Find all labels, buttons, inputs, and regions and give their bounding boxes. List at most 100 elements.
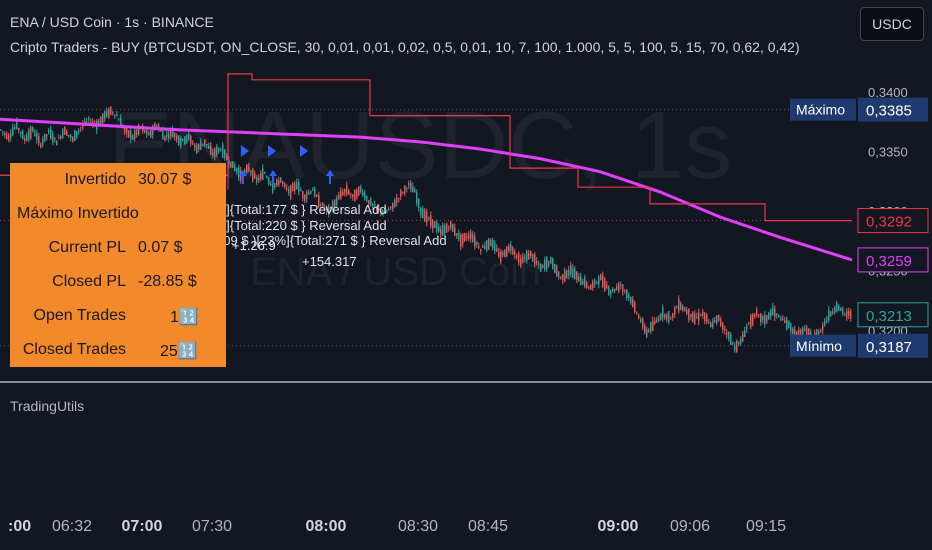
- candle-body: [274, 183, 276, 188]
- candle-body: [840, 307, 842, 310]
- candle-body: [594, 279, 596, 286]
- candle-body: [630, 296, 632, 304]
- candle-body: [808, 328, 810, 338]
- candle-body: [338, 194, 340, 200]
- candle-body: [672, 313, 674, 319]
- time-tick-label[interactable]: 08:30: [398, 518, 438, 535]
- candle-body: [620, 284, 622, 286]
- candle-body: [654, 321, 656, 324]
- candle-body: [160, 130, 162, 132]
- candle-body: [374, 204, 376, 208]
- candle-body: [332, 201, 334, 212]
- candle-body: [134, 130, 136, 139]
- candle-body: [544, 260, 546, 271]
- candle-body: [8, 135, 10, 141]
- candle-body: [178, 135, 180, 145]
- candle-body: [816, 329, 818, 337]
- time-tick-label[interactable]: 09:06: [670, 518, 710, 535]
- candle-body: [590, 285, 592, 290]
- candle-body: [220, 149, 222, 151]
- candle-body: [256, 177, 258, 182]
- candle-body: [836, 302, 838, 312]
- pane-label-tradingutils[interactable]: TradingUtils: [10, 398, 85, 414]
- candle-body: [270, 183, 272, 186]
- candle-body: [844, 313, 846, 315]
- stat-value: 0.07 $: [138, 239, 183, 256]
- candle-body: [360, 186, 362, 192]
- watermark-description: ENA / USD Coin: [250, 250, 541, 294]
- time-tick-label[interactable]: 07:30: [192, 518, 232, 535]
- candle-body: [846, 310, 848, 318]
- candle-body: [90, 122, 92, 124]
- entry-marker-icon: [300, 145, 308, 157]
- candle-body: [602, 275, 604, 287]
- candle-body: [358, 186, 360, 195]
- candle-body: [10, 132, 12, 138]
- candle-body: [38, 136, 40, 144]
- candle-body: [508, 245, 510, 251]
- trade-annotation: +154.317: [302, 254, 357, 269]
- candle-body: [806, 327, 808, 335]
- candle-body: [818, 331, 820, 335]
- candle-body: [822, 324, 824, 331]
- stats-panel: Invertido 30.07 $ Máximo Invertido Curre…: [10, 163, 226, 367]
- candle-body: [334, 199, 336, 208]
- time-tick-label[interactable]: 06:32: [52, 518, 92, 535]
- candle-body: [766, 315, 768, 323]
- candle-body: [252, 169, 254, 182]
- candle-body: [20, 131, 22, 134]
- candle-body: [110, 106, 112, 115]
- time-tick-label[interactable]: 08:45: [468, 518, 508, 535]
- candle-body: [40, 143, 42, 148]
- candle-body: [598, 276, 600, 285]
- candle-body: [674, 307, 676, 315]
- candle-body: [582, 280, 584, 285]
- candle-body: [0, 129, 2, 131]
- time-tick-label[interactable]: 09:00: [598, 518, 639, 535]
- indicator-legend[interactable]: Cripto Traders - BUY (BTCUSDT, ON_CLOSE,…: [10, 39, 800, 55]
- candle-body: [792, 328, 794, 334]
- time-axis[interactable]: :00 06:32 07:00 07:30 08:00 08:30 08:45 09:00 09…: [8, 518, 786, 535]
- candle-body: [566, 270, 568, 279]
- candle-body: [596, 281, 598, 283]
- currency-button[interactable]: USDC: [860, 7, 924, 41]
- candle-body: [120, 117, 122, 127]
- candle-body: [102, 113, 104, 123]
- price-badge-label: Mínimo: [796, 338, 842, 354]
- candle-body: [604, 278, 606, 291]
- candle-body: [92, 121, 94, 125]
- candle-body: [452, 224, 454, 232]
- candle-body: [612, 288, 614, 292]
- candle-body: [636, 312, 638, 314]
- candle-body: [348, 190, 350, 195]
- moving-average-line: [0, 117, 853, 262]
- candle-body: [222, 144, 224, 158]
- candle-body: [56, 140, 58, 146]
- candle-body: [264, 172, 266, 174]
- time-tick-label[interactable]: 09:15: [746, 518, 786, 535]
- candle-body: [152, 125, 154, 135]
- candle-body: [600, 273, 602, 281]
- candle-body: [378, 207, 380, 211]
- buy-arrow-icon: [269, 170, 277, 184]
- candle-body: [266, 176, 268, 178]
- symbol-title[interactable]: ENA / USD Coin · 1s · BINANCE: [10, 14, 214, 30]
- candle-body: [588, 286, 590, 288]
- time-tick-label[interactable]: :00: [8, 518, 31, 535]
- stat-label: Invertido: [64, 171, 126, 188]
- candle-body: [446, 224, 448, 233]
- candle-body: [382, 209, 384, 216]
- candle-body: [322, 202, 324, 207]
- price-tick-label[interactable]: 0,3350: [868, 144, 908, 159]
- candle-body: [498, 251, 500, 257]
- candle-body: [838, 304, 840, 311]
- candle-body: [580, 276, 582, 286]
- candle-body: [22, 131, 24, 139]
- candle-body: [42, 138, 44, 145]
- time-tick-label[interactable]: 07:00: [122, 518, 163, 535]
- candle-body: [46, 134, 48, 137]
- price-badge-value: 0,3292: [866, 214, 912, 231]
- price-tick-label[interactable]: 0,3400: [868, 85, 908, 100]
- candle-body: [546, 257, 548, 270]
- time-tick-label[interactable]: 08:00: [306, 518, 347, 535]
